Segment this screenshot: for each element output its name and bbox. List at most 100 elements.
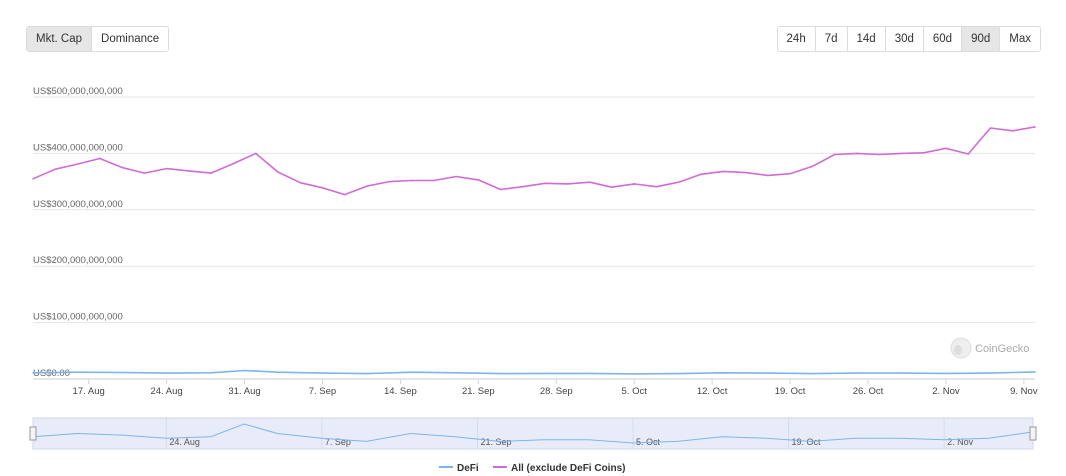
y-tick-label: US$500,000,000,000 <box>33 86 123 97</box>
data-point-defi <box>121 371 123 374</box>
data-point-all <box>789 172 791 175</box>
navigator-window[interactable] <box>32 417 1034 450</box>
data-point-all <box>455 175 457 178</box>
coingecko-watermark: CoinGecko <box>950 337 1029 359</box>
navigator-series <box>32 423 1034 444</box>
mkt-cap-button[interactable]: Mkt. Cap <box>27 27 93 51</box>
data-point-all <box>833 153 836 156</box>
navigator-right-handle[interactable] <box>1029 426 1037 441</box>
data-point-all <box>188 170 190 172</box>
range-14d-button[interactable]: 14d <box>848 27 886 51</box>
data-point-defi <box>677 372 680 375</box>
legend-all-label: All (exclude DeFi Coins) <box>511 463 625 474</box>
data-point-defi <box>32 371 34 374</box>
x-axis: 17. Aug 24. Aug 31. Aug 7. Sep 14. Sep 21. Se… <box>73 379 1038 397</box>
data-point-all <box>99 157 101 160</box>
data-point-all <box>544 182 546 185</box>
data-point-defi <box>588 372 591 375</box>
series-line-defi[interactable] <box>32 369 1036 375</box>
data-point-all <box>165 167 168 170</box>
range-60d-button[interactable]: 60d <box>924 27 963 51</box>
legend-item-all[interactable]: All (exclude DeFi Coins) <box>493 463 625 474</box>
data-point-all <box>54 168 57 170</box>
data-point-defi <box>900 372 903 374</box>
data-point-all <box>321 187 324 189</box>
data-point-all <box>410 179 413 182</box>
watermark-text: CoinGecko <box>975 343 1029 355</box>
x-tick-label: 14. Sep <box>384 386 417 397</box>
data-point-all <box>967 153 969 155</box>
data-point-all <box>433 179 435 182</box>
data-point-all <box>588 181 591 183</box>
data-point-defi <box>633 373 635 375</box>
time-range-toggle: 24h 7d 14d 30d 60d 90d Max <box>776 26 1041 52</box>
data-point-defi <box>210 371 212 374</box>
x-tick-label: 7. Sep <box>309 386 336 397</box>
data-point-all <box>900 152 903 155</box>
x-tick-label: 17. Aug <box>73 386 105 397</box>
data-point-all <box>277 171 279 173</box>
data-point-defi <box>243 369 246 372</box>
data-point-all <box>700 173 702 176</box>
navigator-tick-label: 19. Oct <box>792 437 822 447</box>
data-point-all <box>1034 126 1036 128</box>
data-point-defi <box>76 371 79 374</box>
data-point-all <box>677 181 680 183</box>
data-point-all <box>856 152 858 155</box>
data-point-all <box>633 183 635 185</box>
legend-defi-label: DeFi <box>457 463 479 474</box>
data-point-all <box>767 174 769 177</box>
data-point-all <box>655 185 658 188</box>
y-tick-label: US$200,000,000,000 <box>33 255 123 266</box>
coingecko-logo-mark <box>954 345 962 355</box>
x-tick-label: 2. Nov <box>932 386 960 397</box>
data-point-all <box>922 152 925 154</box>
x-tick-label: 5. Oct <box>622 386 648 397</box>
grid-lines <box>33 96 1035 380</box>
data-point-all <box>477 179 480 181</box>
range-30d-button[interactable]: 30d <box>886 27 924 51</box>
series-lines <box>32 126 1036 375</box>
navigator-left-handle[interactable] <box>29 426 37 441</box>
data-point-all <box>522 185 524 188</box>
data-point-defi <box>722 371 725 374</box>
data-point-all <box>299 181 302 184</box>
range-24h-button[interactable]: 24h <box>778 27 816 51</box>
navigator-series-line <box>32 423 1034 444</box>
data-point-all <box>811 165 814 168</box>
data-point-all <box>722 170 725 173</box>
data-point-all <box>989 127 992 129</box>
data-point-all <box>143 172 146 174</box>
data-point-defi <box>165 372 168 374</box>
data-point-defi <box>321 372 324 374</box>
series-line-all[interactable] <box>32 126 1036 196</box>
data-point-defi <box>410 371 413 374</box>
data-point-defi <box>1034 371 1036 373</box>
legend-item-defi[interactable]: DeFi <box>439 463 479 474</box>
y-tick-label: US$300,000,000,000 <box>33 199 123 210</box>
data-point-all <box>878 153 880 156</box>
data-point-all <box>121 166 123 169</box>
range-7d-button[interactable]: 7d <box>816 27 848 51</box>
data-point-all <box>232 162 235 165</box>
x-tick-label: 19. Oct <box>775 386 806 397</box>
navigator-tick-label: 7. Sep <box>325 437 351 447</box>
data-point-defi <box>989 372 992 374</box>
metric-toggle: Mkt. Cap Dominance <box>26 26 170 52</box>
legend: DeFi All (exclude DeFi Coins) <box>439 463 625 474</box>
dominance-button[interactable]: Dominance <box>101 33 160 45</box>
y-tick-label: US$100,000,000,000 <box>33 312 123 323</box>
data-point-all <box>32 177 34 180</box>
x-tick-label: 28. Sep <box>540 386 573 397</box>
x-tick-label: 12. Oct <box>697 386 728 397</box>
data-point-all <box>254 152 257 155</box>
y-tick-label: US$400,000,000,000 <box>33 142 123 153</box>
data-point-defi <box>767 372 769 374</box>
navigator[interactable]: 24. Aug 7. Sep 21. Sep 5. Oct 19. Oct 2. Nov <box>29 417 1037 450</box>
data-point-defi <box>945 372 947 375</box>
data-point-all <box>744 171 747 174</box>
data-point-all <box>611 186 613 189</box>
range-90d-button[interactable]: 90d <box>962 27 1001 51</box>
range-max-button[interactable]: Max <box>1009 33 1031 45</box>
